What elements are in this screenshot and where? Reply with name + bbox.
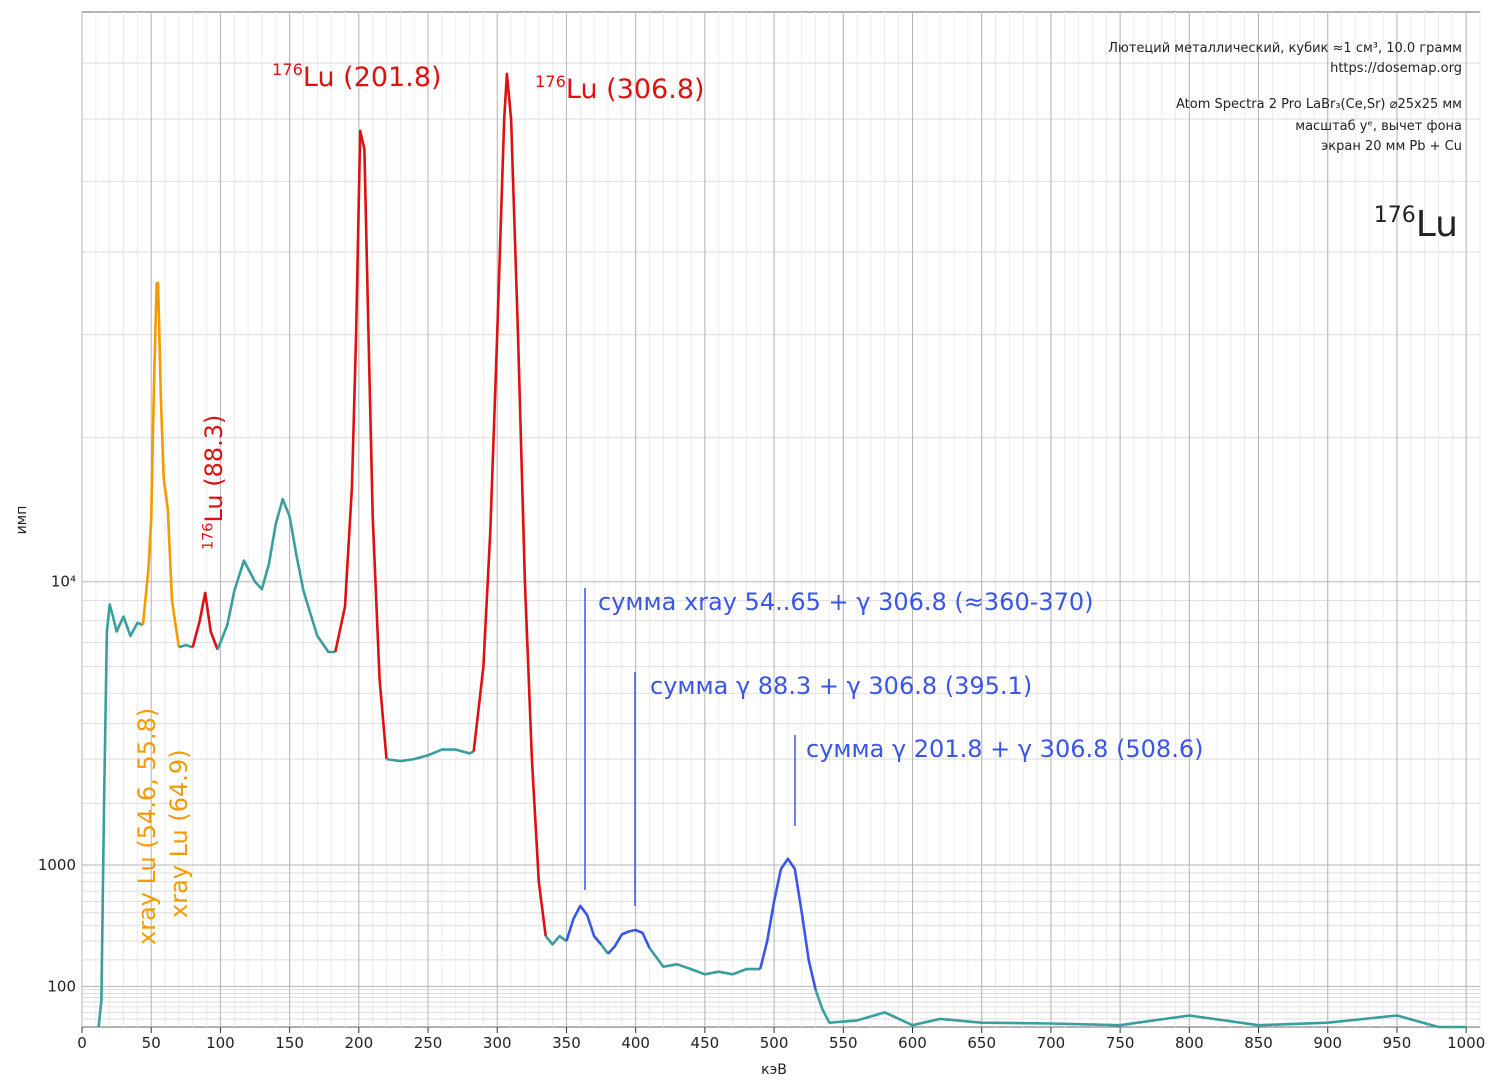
x-tick-label: 0 — [77, 1034, 87, 1052]
spectrum-line — [648, 947, 761, 976]
annotation-text: сумма γ 88.3 + γ 306.8 (395.1) — [650, 672, 1032, 700]
spectrum-line — [565, 904, 603, 946]
y-tick-label: 1000 — [38, 856, 76, 874]
x-tick-label: 50 — [142, 1034, 161, 1052]
x-tick-label: 100 — [206, 1034, 235, 1052]
annotation-mass: 176 — [272, 60, 303, 79]
annotation-text: сумма γ 201.8 + γ 306.8 (508.6) — [806, 735, 1203, 763]
x-tick-label: 950 — [1383, 1034, 1412, 1052]
annotation-text: сумма xray 54..65 + γ 306.8 (≈360-370) — [598, 588, 1094, 616]
info-text: Atom Spectra 2 Pro LaBr₃(Ce,Sr) ⌀25x25 м… — [1176, 97, 1462, 112]
y-tick-label: 100 — [47, 977, 76, 995]
x-tick-label: 500 — [760, 1034, 789, 1052]
annotation-text: xray Lu (54.6, 55.8) — [133, 708, 161, 945]
annotation-text: Lu (306.8) — [566, 74, 705, 105]
x-tick-label: 800 — [1175, 1034, 1204, 1052]
info-text: масштаб yᵉ, вычет фона — [1295, 119, 1462, 134]
annotation-mass: 176 — [535, 72, 566, 91]
annotation: 176Lu (88.3) — [200, 415, 228, 550]
grid — [81, 12, 1481, 1027]
isotope-label: 176Lu — [1374, 203, 1458, 245]
x-tick-label: 700 — [1037, 1034, 1066, 1052]
x-tick-label: 900 — [1313, 1034, 1342, 1052]
info-text: экран 20 мм Pb + Cu — [1321, 139, 1462, 154]
annotation-text: Lu (201.8) — [303, 62, 442, 93]
annotation: 176Lu (306.8) — [535, 72, 705, 105]
annotation: сумма γ 201.8 + γ 306.8 (508.6) — [806, 735, 1203, 763]
isotope-mass: 176 — [1374, 203, 1416, 228]
isotope-symbol: Lu — [1416, 204, 1458, 245]
x-tick-label: 650 — [967, 1034, 996, 1052]
spectrum-line — [178, 643, 194, 649]
spectrum-line — [97, 603, 144, 1028]
info-text: Лютеций металлический, кубик ≈1 см³, 10.… — [1108, 41, 1462, 56]
annotation-mass: 176 — [200, 523, 216, 550]
spectrum-line — [386, 748, 475, 763]
x-tick-label: 250 — [414, 1034, 443, 1052]
x-tick-label: 850 — [1244, 1034, 1273, 1052]
x-tick-label: 550 — [829, 1034, 858, 1052]
annotation: xray Lu (64.9) — [165, 749, 193, 918]
y-tick-label: 10⁴ — [51, 573, 76, 591]
annotation-text: xray Lu (64.9) — [165, 749, 193, 918]
spectrum-line — [191, 591, 219, 651]
info-text: https://dosemap.org — [1330, 61, 1462, 76]
x-tick-label: 450 — [691, 1034, 720, 1052]
x-tick-label: 150 — [275, 1034, 304, 1052]
x-axis-label: кэВ — [761, 1062, 787, 1078]
annotation: 176Lu (201.8) — [272, 60, 442, 93]
x-tick-label: 1000 — [1447, 1034, 1485, 1052]
spectrum-line — [814, 989, 1467, 1029]
y-axis-label: имп — [14, 506, 30, 535]
x-tick-label: 300 — [483, 1034, 512, 1052]
annotation-text: Lu (88.3) — [200, 415, 228, 523]
x-tick-label: 200 — [345, 1034, 374, 1052]
spectrum-line — [758, 857, 817, 991]
spectrum-line — [600, 943, 610, 955]
spectrum-line — [544, 934, 568, 946]
annotation: сумма xray 54..65 + γ 306.8 (≈360-370) — [598, 588, 1094, 616]
x-tick-label: 350 — [552, 1034, 581, 1052]
spectrum-line — [472, 72, 547, 937]
spectrum-line — [607, 928, 651, 955]
annotation: xray Lu (54.6, 55.8) — [133, 708, 161, 945]
x-tick-label: 750 — [1106, 1034, 1135, 1052]
annotation: сумма γ 88.3 + γ 306.8 (395.1) — [650, 672, 1032, 700]
spectrum-line — [334, 129, 388, 760]
spectrum-line — [216, 497, 336, 654]
x-tick-label: 600 — [898, 1034, 927, 1052]
spectrum-line — [141, 281, 181, 648]
x-tick-label: 400 — [621, 1034, 650, 1052]
